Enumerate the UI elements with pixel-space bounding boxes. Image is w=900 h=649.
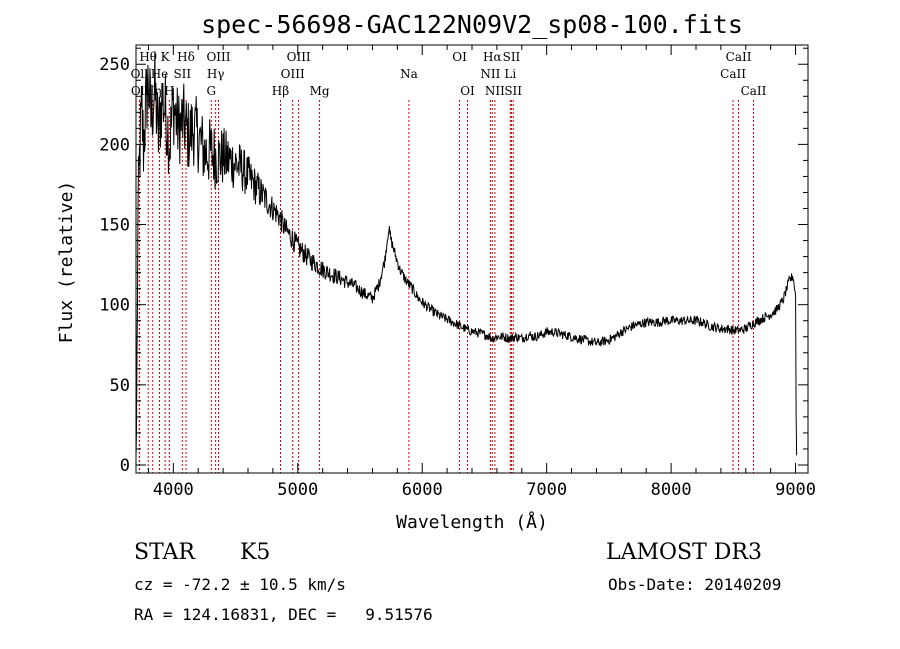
spectral-line-label: OIII	[206, 50, 230, 64]
spectral-line-label: OIII	[281, 67, 305, 81]
spectral-line-label: SII	[173, 67, 191, 81]
spectral-line-label: Mg	[310, 84, 330, 98]
sky-coordinates: RA = 124.16831, DEC = 9.51576	[134, 605, 433, 624]
spectral-line-label: OIII	[287, 50, 311, 64]
x-tick-label: 5000	[277, 480, 318, 500]
y-tick-label: 100	[99, 296, 130, 316]
spectral-line-label: OI	[460, 84, 475, 98]
y-tick-label: 250	[99, 55, 130, 75]
flux-line	[135, 51, 798, 458]
y-tick-label: 50	[110, 376, 130, 396]
y-tick-label: 150	[99, 216, 130, 236]
plot-frame	[135, 44, 809, 474]
spectrum-chart: spec-56698-GAC122N09V2_sp08-100.fits Hθ O…	[56, 10, 816, 533]
axis-ticks: 4000 5000 6000 7000 8000 9000 0 50 100 150 200 250	[99, 45, 816, 500]
spectral-line-label: Hβ	[272, 84, 289, 98]
spectral-line-label: CaII	[726, 50, 752, 64]
flux-series	[135, 51, 798, 458]
spectral-line-label: CaII	[720, 67, 746, 81]
spectral-line-label: H	[164, 84, 174, 98]
spectral-line-label: Na	[400, 67, 418, 81]
spectral-line-label: K	[161, 50, 171, 64]
object-class: STAR	[134, 540, 195, 565]
x-tick-label: 9000	[775, 480, 816, 500]
redshift-velocity: cz = -72.2 ± 10.5 km/s	[134, 575, 346, 594]
spectral-line-label: Hδ	[177, 50, 195, 64]
observation-date: Obs-Date: 20140209	[608, 575, 782, 594]
y-tick-label: 0	[120, 456, 130, 476]
survey-name: LAMOST DR3	[606, 540, 762, 565]
x-tick-label: 8000	[651, 480, 692, 500]
spectral-line-label: Hγ	[207, 67, 225, 81]
chart-title: spec-56698-GAC122N09V2_sp08-100.fits	[201, 10, 743, 39]
x-tick-label: 6000	[402, 480, 443, 500]
spectral-subclass: K5	[240, 540, 271, 565]
spectral-line-label: SII	[503, 50, 521, 64]
spectral-line-label: SII	[504, 84, 522, 98]
spectral-line-label: Hθ	[139, 50, 157, 64]
y-tick-label: 200	[99, 135, 130, 155]
spectral-line-label: NII	[480, 67, 500, 81]
y-axis-label: Flux (relative)	[56, 181, 77, 344]
spectral-line-label: Oll	[131, 67, 149, 81]
spectral-line-label: OI	[452, 50, 467, 64]
x-tick-label: 7000	[526, 480, 567, 500]
x-axis-label: Wavelength (Å)	[396, 511, 548, 533]
x-tick-label: 4000	[153, 480, 194, 500]
spectral-line-label: G	[206, 84, 216, 98]
spectral-line-label: CaII	[741, 84, 767, 98]
spectral-line-label: Li	[504, 67, 516, 81]
spectral-line-label: Oll	[131, 84, 149, 98]
spectral-line-label: Hα	[483, 50, 502, 64]
spectral-line-label: NII	[485, 84, 505, 98]
